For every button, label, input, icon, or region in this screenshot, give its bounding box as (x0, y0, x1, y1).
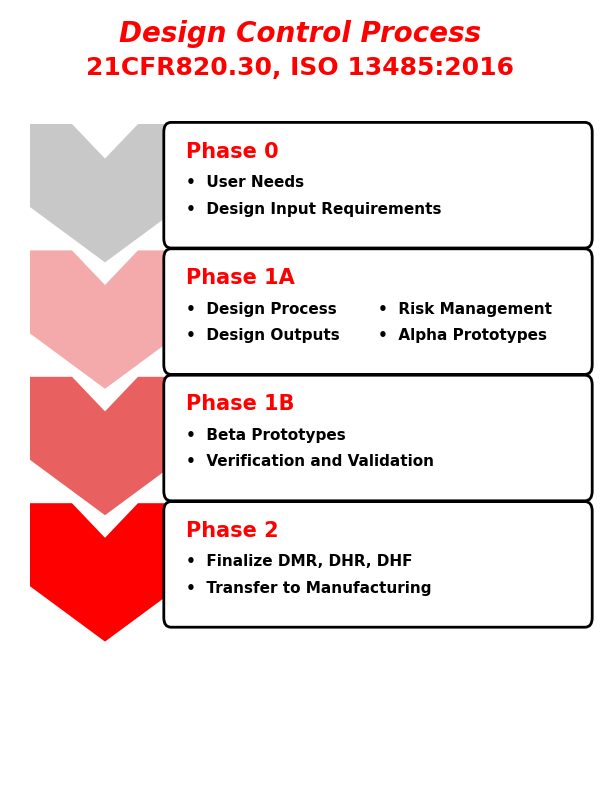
Text: •  Beta Prototypes: • Beta Prototypes (186, 428, 346, 443)
Text: •  Verification and Validation: • Verification and Validation (186, 454, 434, 470)
Text: Phase 2: Phase 2 (186, 521, 278, 541)
Text: •  Design Outputs: • Design Outputs (186, 328, 340, 343)
Text: •  Alpha Prototypes: • Alpha Prototypes (378, 328, 547, 343)
Text: 21CFR820.30, ISO 13485:2016: 21CFR820.30, ISO 13485:2016 (86, 56, 514, 80)
Text: Design Control Process: Design Control Process (119, 20, 481, 48)
Text: •  Risk Management: • Risk Management (378, 302, 552, 317)
FancyBboxPatch shape (164, 249, 592, 374)
Text: Phase 1A: Phase 1A (186, 268, 295, 288)
Text: •  User Needs: • User Needs (186, 175, 304, 190)
FancyBboxPatch shape (164, 122, 592, 248)
Text: Phase 0: Phase 0 (186, 142, 278, 162)
FancyBboxPatch shape (164, 502, 592, 627)
Text: •  Finalize DMR, DHR, DHF: • Finalize DMR, DHR, DHF (186, 554, 413, 570)
FancyBboxPatch shape (164, 375, 592, 501)
Polygon shape (30, 250, 180, 389)
Text: •  Transfer to Manufacturing: • Transfer to Manufacturing (186, 581, 431, 596)
Text: •  Design Process: • Design Process (186, 302, 337, 317)
Polygon shape (30, 124, 180, 262)
Polygon shape (30, 377, 180, 515)
Polygon shape (30, 503, 180, 642)
Text: •  Design Input Requirements: • Design Input Requirements (186, 202, 442, 217)
Text: Phase 1B: Phase 1B (186, 394, 295, 414)
